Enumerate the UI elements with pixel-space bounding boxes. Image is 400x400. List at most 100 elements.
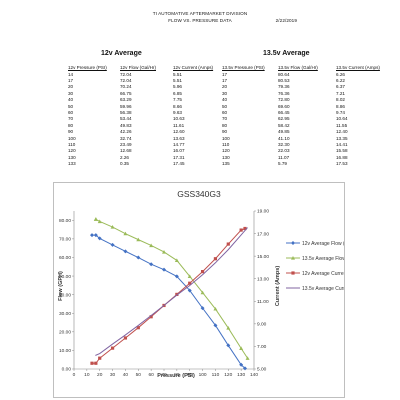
data-point <box>162 267 166 272</box>
table-cell: 14.77 <box>173 141 185 147</box>
chart-frame: GSS340G3 Pressure (PSI) Flow (GPH) Curre… <box>53 182 345 398</box>
data-point <box>291 271 295 275</box>
table-cell: 49.83 <box>120 122 132 128</box>
table-135v-title: 13.5v Average <box>263 50 310 57</box>
table-row: 50 69.60 8.86 <box>214 103 398 109</box>
y-tick-label: 80.00 <box>59 218 71 224</box>
report-header: TI AUTOMATIVE AFTERMARKET DIVISION FLOW … <box>0 11 400 35</box>
table-cell: 7.75 <box>173 97 182 103</box>
table-cell: 80.64 <box>278 71 290 77</box>
data-point <box>187 274 192 278</box>
table-cell: 80 <box>68 122 74 128</box>
table-cell: 70.24 <box>120 84 132 90</box>
data-point <box>123 231 128 236</box>
table-cell: 59.96 <box>120 103 132 109</box>
data-point <box>213 323 218 328</box>
data-point <box>110 346 115 350</box>
table-cell: 12.40 <box>336 129 348 135</box>
table-row: 60 56.38 9.63 <box>58 109 233 115</box>
table-row: 100 41.10 13.35 <box>214 135 398 141</box>
x-tick-label: 30 <box>110 372 116 378</box>
table-row: 17 72.04 5.51 <box>58 77 233 83</box>
table-cell: 8.66 <box>173 103 182 109</box>
y-tick-label: 50.00 <box>59 274 71 280</box>
legend-label: 12v Average Flow (Gal/Hr) <box>302 241 344 247</box>
table-cell: 7.21 <box>336 90 345 96</box>
table-cell: 80 <box>222 122 228 128</box>
table-row: 14 72.04 5.51 <box>58 71 233 77</box>
data-point <box>97 219 102 224</box>
table-row: 80 58.42 11.55 <box>214 122 398 128</box>
table-cell: 15.58 <box>336 148 348 154</box>
report-title: FLOW VS. PRESSURE DATA <box>168 18 232 23</box>
data-point <box>94 361 98 365</box>
series-line <box>95 218 248 359</box>
data-point <box>188 281 192 285</box>
y-tick-label: 40.00 <box>59 292 71 298</box>
y2-tick-label: 13.00 <box>257 276 269 282</box>
data-point <box>243 366 247 371</box>
data-point <box>175 292 179 297</box>
table-row: 90 42.26 12.60 <box>58 129 233 135</box>
y2-tick-label: 7.00 <box>257 344 267 350</box>
table-cell: 58.42 <box>278 122 290 128</box>
data-point <box>149 262 154 267</box>
data-point <box>98 356 102 360</box>
legend-label: 12v Average Current (Amps) <box>302 271 344 277</box>
table-cell: 40 <box>68 97 74 103</box>
table-cell: 72.04 <box>120 71 132 77</box>
data-point <box>213 306 218 311</box>
table-cell: 120 <box>68 148 76 154</box>
table-cell: 110 <box>68 141 76 147</box>
x-tick-label: 140 <box>250 372 258 378</box>
data-point <box>226 343 231 348</box>
y2-tick-label: 9.00 <box>257 322 267 328</box>
table-cell: 110 <box>222 141 230 147</box>
table-cell: 63.29 <box>120 97 132 103</box>
table-cell: 17.53 <box>336 161 348 167</box>
division-title: TI AUTOMATIVE AFTERMARKET DIVISION <box>152 11 248 16</box>
table-cell: 17 <box>222 71 228 77</box>
data-point <box>174 258 179 263</box>
table-cell: 79.36 <box>278 84 290 90</box>
table-cell: 90 <box>68 129 74 135</box>
data-point <box>90 361 94 365</box>
table-135v-average: 13.5v Pressure (PSI) 13.5v Flow (Gal/Hr) 1… <box>214 63 398 167</box>
table-cell: 6.85 <box>173 90 182 96</box>
table-cell: 9.63 <box>173 110 182 116</box>
table-12v-title: 12v Average <box>101 50 142 57</box>
table-cell: 17 <box>68 78 74 84</box>
data-point <box>97 236 102 241</box>
series-3 <box>95 227 248 356</box>
table-cell: 130 <box>68 154 76 160</box>
table-row: 20 70.24 5.96 <box>58 84 233 90</box>
table-cell: 6.22 <box>336 78 345 84</box>
data-point <box>149 315 153 319</box>
data-point <box>245 356 250 360</box>
data-point <box>200 306 205 311</box>
table-row: 20 79.36 6.37 <box>214 84 398 90</box>
y-tick-label: 20.00 <box>59 330 71 336</box>
data-point <box>136 326 140 330</box>
table-cell: 50 <box>222 103 228 109</box>
table-cell: 42.26 <box>120 129 132 135</box>
data-point <box>110 225 115 229</box>
data-point <box>123 336 128 340</box>
table-row: 80 49.83 11.61 <box>58 122 233 128</box>
data-point <box>136 237 141 242</box>
data-point <box>291 241 295 245</box>
table-row: 130 11.07 16.88 <box>214 154 398 160</box>
x-tick-label: 0 <box>73 372 76 378</box>
table-cell: 76.36 <box>278 90 290 96</box>
table-cell: 22.03 <box>278 148 290 154</box>
data-point <box>93 233 98 238</box>
table-cell: 66.75 <box>120 90 132 96</box>
data-point <box>174 274 179 279</box>
table-cell: 69.60 <box>278 103 290 109</box>
y2-tick-label: 11.00 <box>257 299 269 305</box>
x-tick-label: 50 <box>136 372 142 378</box>
table-row: 90 49.85 12.40 <box>214 129 398 135</box>
y-tick-label: 60.00 <box>59 255 71 261</box>
table-cell: 30 <box>222 90 228 96</box>
table-cell: 2.26 <box>120 154 129 160</box>
